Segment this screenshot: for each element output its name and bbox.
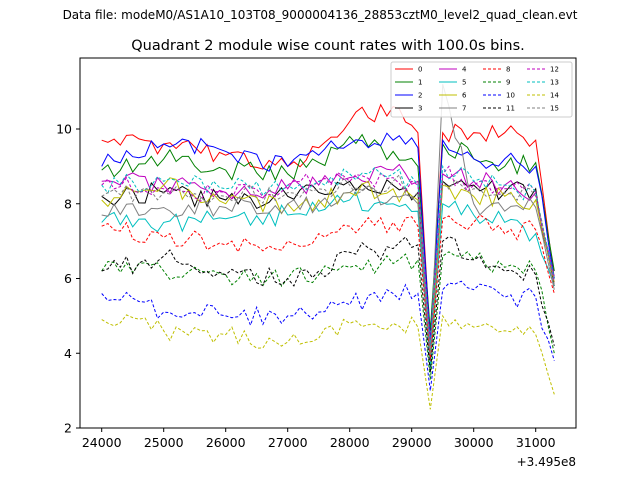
series-line-7 bbox=[101, 84, 555, 358]
plot-lines bbox=[101, 84, 555, 410]
series-line-14 bbox=[101, 314, 555, 410]
legend-label-6: 6 bbox=[462, 92, 467, 100]
legend-label-7: 7 bbox=[462, 105, 466, 113]
series-line-1 bbox=[101, 133, 555, 331]
legend-label-12: 12 bbox=[550, 66, 559, 74]
legend-label-0: 0 bbox=[418, 66, 422, 74]
legend-label-5: 5 bbox=[462, 79, 466, 87]
series-line-0 bbox=[101, 103, 555, 343]
legend-box bbox=[390, 61, 573, 118]
plot-frame bbox=[79, 57, 577, 429]
figure-suptitle: Data file: modeM0/AS1A10_103T08_90000041… bbox=[62, 8, 578, 22]
legend-label-14: 14 bbox=[550, 92, 559, 100]
x-tick-label: 29000 bbox=[392, 435, 432, 450]
series-line-2 bbox=[101, 132, 555, 343]
y-tick-label: 10 bbox=[56, 122, 72, 137]
y-tick-label: 6 bbox=[64, 271, 72, 286]
x-axis-offset-label: +3.495e8 bbox=[517, 455, 576, 469]
series-line-10 bbox=[101, 280, 555, 391]
x-tick-label: 25000 bbox=[144, 435, 184, 450]
x-tick-label: 28000 bbox=[330, 435, 370, 450]
series-line-8 bbox=[101, 214, 555, 361]
legend-label-11: 11 bbox=[506, 105, 515, 113]
series-line-13 bbox=[101, 164, 555, 346]
series-line-11 bbox=[101, 236, 555, 372]
x-tick-label: 24000 bbox=[82, 435, 122, 450]
x-tick-label: 27000 bbox=[268, 435, 308, 450]
series-line-4 bbox=[101, 163, 555, 346]
legend-label-2: 2 bbox=[418, 92, 422, 100]
x-tick-label: 31000 bbox=[516, 435, 556, 450]
legend-label-3: 3 bbox=[418, 105, 422, 113]
series-line-15 bbox=[101, 173, 555, 354]
y-tick-label: 8 bbox=[64, 196, 72, 211]
legend-label-1: 1 bbox=[418, 79, 422, 87]
series-line-6 bbox=[101, 177, 555, 358]
legend-label-10: 10 bbox=[506, 92, 515, 100]
legend-label-13: 13 bbox=[550, 79, 559, 87]
x-axis: 24000 25000 26000 27000 28000 29000 30000 31000 bbox=[82, 428, 556, 450]
series-line-9 bbox=[101, 251, 555, 380]
legend-label-4: 4 bbox=[462, 66, 467, 74]
x-tick-label: 30000 bbox=[454, 435, 494, 450]
y-tick-label: 4 bbox=[64, 346, 72, 361]
x-tick-label: 26000 bbox=[206, 435, 246, 450]
y-tick-label: 2 bbox=[64, 421, 72, 436]
legend-label-8: 8 bbox=[506, 66, 510, 74]
legend-label-9: 9 bbox=[506, 79, 510, 87]
legend-label-15: 15 bbox=[550, 105, 559, 113]
y-axis: 2 4 6 8 10 bbox=[56, 122, 80, 436]
series-line-5 bbox=[101, 190, 555, 369]
chart-title: Quadrant 2 module wise count rates with … bbox=[131, 38, 525, 54]
series-line-3 bbox=[101, 178, 555, 361]
